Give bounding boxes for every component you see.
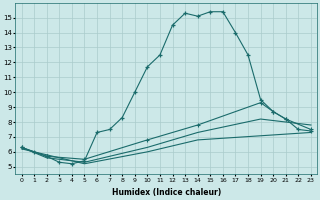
X-axis label: Humidex (Indice chaleur): Humidex (Indice chaleur) <box>112 188 221 197</box>
